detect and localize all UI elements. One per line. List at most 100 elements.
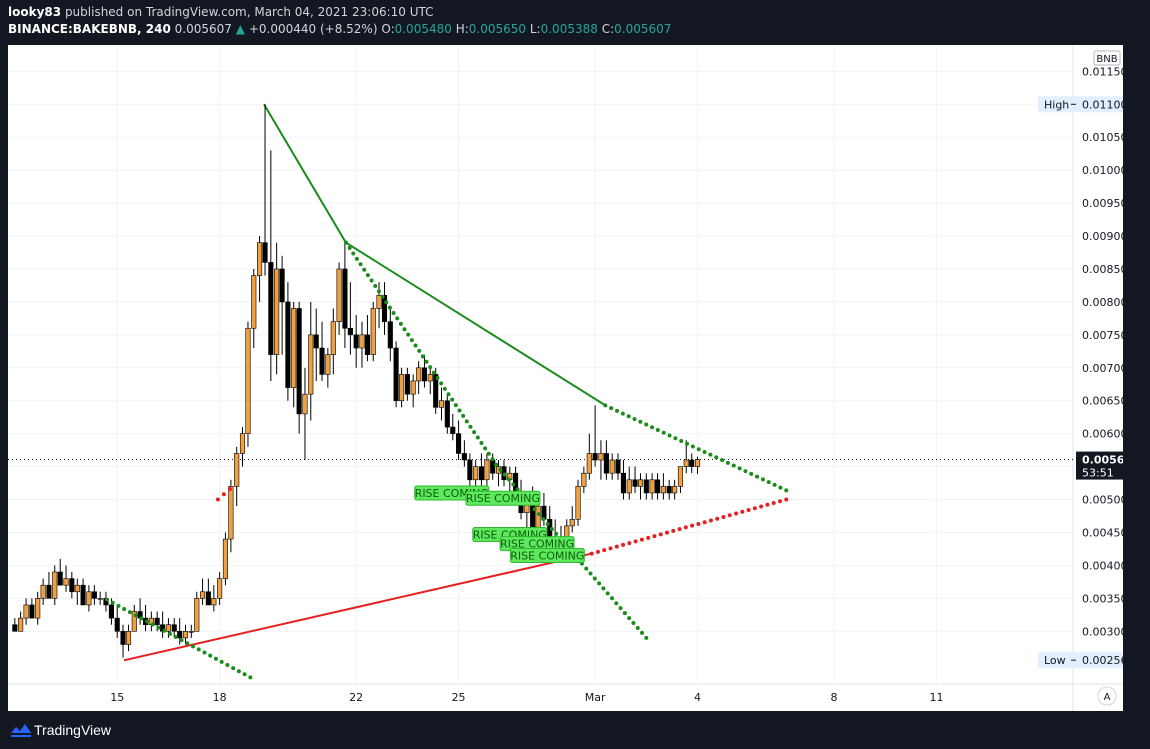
candle bbox=[97, 591, 103, 605]
chart-header: looky83 published on TradingView.com, Ma… bbox=[0, 0, 1150, 42]
trend-dot bbox=[362, 267, 367, 272]
tradingview-logo-icon[interactable] bbox=[10, 721, 32, 739]
price-tick-label: 0.003000 bbox=[1082, 625, 1123, 638]
candle bbox=[302, 367, 308, 461]
trend-lines bbox=[8, 103, 1073, 662]
candle bbox=[677, 466, 684, 493]
trend-dot bbox=[156, 625, 161, 630]
candle-body bbox=[171, 624, 177, 632]
candle-body bbox=[643, 479, 649, 494]
close-value: 0.005607 bbox=[614, 22, 672, 36]
candle-body bbox=[393, 347, 399, 402]
trend-dot bbox=[498, 467, 503, 472]
candle-body bbox=[268, 262, 274, 355]
candle bbox=[18, 611, 24, 632]
trend-dot bbox=[122, 607, 127, 612]
trend-dot bbox=[784, 497, 789, 502]
trend-dot bbox=[428, 365, 433, 370]
trend-dot bbox=[621, 542, 626, 547]
candle-body bbox=[131, 611, 137, 632]
candle-body bbox=[655, 479, 661, 494]
candle bbox=[581, 466, 587, 493]
trend-dot bbox=[225, 662, 230, 667]
right-scrollbar[interactable] bbox=[1127, 45, 1144, 711]
trend-dot bbox=[746, 508, 751, 513]
trend-dot bbox=[731, 463, 736, 468]
trend-dot bbox=[457, 408, 462, 413]
candle-body bbox=[285, 301, 291, 388]
candle bbox=[438, 387, 445, 421]
close-label: C: bbox=[601, 22, 615, 36]
time-tick-label: 15 bbox=[110, 691, 124, 704]
trend-dot bbox=[413, 343, 418, 348]
trend-dot bbox=[179, 638, 184, 643]
candle-body bbox=[683, 459, 689, 467]
candle bbox=[689, 453, 695, 474]
candle-body bbox=[484, 459, 490, 481]
candle-body bbox=[80, 584, 86, 606]
candle-body bbox=[57, 571, 63, 586]
candle bbox=[171, 618, 177, 638]
high-value: 0.005650 bbox=[468, 22, 527, 36]
trend-dot bbox=[592, 576, 597, 581]
trend-dot bbox=[715, 516, 720, 521]
candle bbox=[433, 367, 439, 414]
candle-body bbox=[165, 624, 171, 632]
candle-body bbox=[52, 571, 58, 599]
trend-dot bbox=[343, 240, 348, 245]
time-tick-label: 4 bbox=[694, 691, 701, 704]
trend-dot bbox=[162, 628, 167, 633]
candle bbox=[427, 367, 433, 395]
trend-dot bbox=[173, 634, 178, 639]
author-name[interactable]: looky83 bbox=[8, 5, 62, 19]
candle-body bbox=[421, 367, 427, 382]
trend-dot bbox=[150, 622, 155, 627]
trend-dot bbox=[450, 397, 455, 402]
trend-dot bbox=[608, 546, 613, 551]
trend-dot bbox=[191, 644, 196, 649]
candle-body bbox=[222, 538, 228, 579]
candle bbox=[222, 532, 228, 586]
candle-body bbox=[581, 472, 587, 487]
candle-body bbox=[251, 275, 257, 329]
candle-body bbox=[205, 591, 211, 606]
time-axis[interactable]: 15 18 22 25 Mar 4 8 11 A bbox=[8, 683, 1123, 706]
trend-dot bbox=[620, 411, 625, 416]
trend-dot bbox=[133, 613, 138, 618]
candle-body bbox=[620, 472, 626, 494]
trend-dot bbox=[511, 482, 516, 487]
trend-dot bbox=[614, 601, 619, 606]
trend-dot bbox=[424, 359, 429, 364]
trend-dot bbox=[605, 591, 610, 596]
trend-dot bbox=[215, 497, 220, 502]
trend-dot bbox=[391, 311, 396, 316]
trend-dot bbox=[720, 458, 725, 463]
candle-body bbox=[194, 598, 200, 632]
trend-dot bbox=[486, 451, 491, 456]
open-label: O: bbox=[381, 22, 395, 36]
trend-dot bbox=[626, 414, 631, 419]
candle bbox=[672, 479, 678, 500]
candle bbox=[643, 473, 649, 500]
trend-dot bbox=[541, 517, 546, 522]
trend-dot bbox=[759, 504, 764, 509]
candle-body bbox=[626, 479, 632, 494]
symbol-label[interactable]: BINANCE:BAKEBNB, 240 bbox=[8, 22, 171, 36]
candle-body bbox=[74, 584, 80, 593]
trend-dot bbox=[588, 571, 593, 576]
candle-body bbox=[569, 519, 575, 527]
trend-dot bbox=[219, 659, 224, 664]
low-price-value-box bbox=[1076, 652, 1123, 669]
candle bbox=[421, 354, 427, 388]
candle bbox=[598, 440, 604, 480]
candle bbox=[586, 433, 592, 480]
candle-body bbox=[69, 578, 75, 593]
tradingview-brand[interactable]: TradingView bbox=[34, 722, 112, 738]
trend-dot bbox=[584, 566, 589, 571]
trend-dot bbox=[532, 507, 537, 512]
trend-dot bbox=[387, 305, 392, 310]
candle-body bbox=[313, 334, 319, 349]
